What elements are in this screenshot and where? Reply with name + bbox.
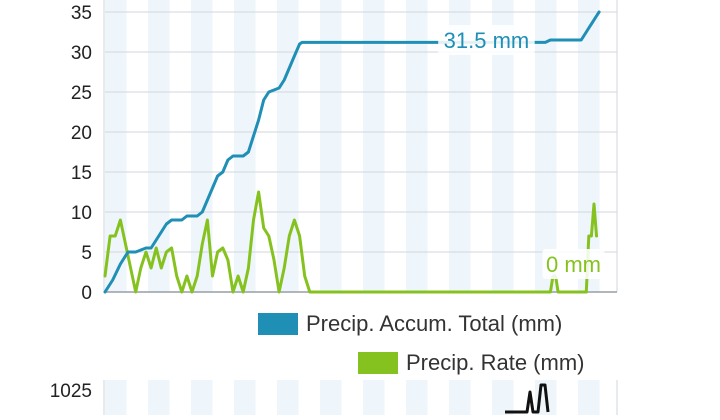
y-axis-ticks: 0 5 10 15 20 25 30 35: [71, 3, 92, 304]
background-band: [320, 0, 342, 292]
background-band: [449, 380, 471, 415]
y-tick-label: 5: [81, 243, 92, 264]
y-tick-label: 30: [71, 43, 92, 64]
background-band: [234, 0, 256, 292]
y-tick-label: 20: [71, 123, 92, 144]
background-band: [148, 380, 170, 415]
callout-background: [542, 249, 605, 279]
accum-total-callout: 31.5 mm: [444, 28, 530, 53]
background-band: [148, 0, 170, 292]
rate-series-line: [103, 190, 598, 294]
next-chart-y-tick: 1025: [50, 381, 92, 402]
background-band: [363, 380, 385, 415]
background-band: [492, 380, 514, 415]
rate-callout: 0 mm: [546, 252, 601, 277]
next-chart-series-line: [505, 383, 550, 414]
background-band: [535, 0, 557, 292]
y-tick-label: 25: [71, 83, 92, 104]
background-band: [578, 380, 600, 415]
next-chart-partial: 1025: [50, 381, 550, 414]
background-band: [277, 0, 299, 292]
background-band: [492, 0, 514, 292]
y-tick-label: 0: [81, 283, 92, 304]
background-band: [277, 380, 299, 415]
series-lines: [103, 10, 601, 294]
y-tick-label: 15: [71, 163, 92, 184]
legend-swatch-rate: [358, 352, 398, 374]
background-band: [234, 380, 256, 415]
background-band: [406, 380, 428, 415]
value-callouts: 31.5 mm 0 mm: [438, 25, 605, 279]
background-band: [320, 380, 342, 415]
y-tick-label: 35: [71, 3, 92, 24]
background-band: [449, 0, 471, 292]
legend-swatch-accum: [258, 313, 298, 335]
background-band: [191, 380, 213, 415]
background-band: [363, 0, 385, 292]
accum-series-line: [103, 10, 601, 294]
legend: Precip. Accum. Total (mm) Precip. Rate (…: [258, 311, 584, 375]
callout-background: [438, 25, 535, 55]
background-band: [406, 0, 428, 292]
background-band: [105, 380, 127, 415]
legend-label-rate: Precip. Rate (mm): [406, 350, 584, 375]
background-bands: [105, 0, 600, 415]
y-tick-label: 10: [71, 203, 92, 224]
legend-label-accum: Precip. Accum. Total (mm): [306, 311, 562, 336]
